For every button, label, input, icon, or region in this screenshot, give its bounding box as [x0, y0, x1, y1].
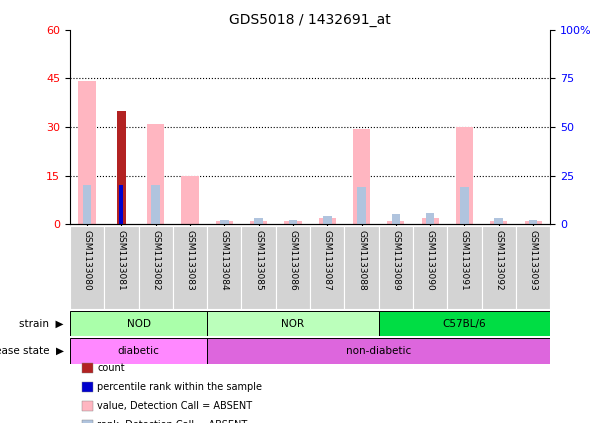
Text: non-diabetic: non-diabetic — [346, 346, 412, 356]
Bar — [254, 218, 263, 224]
Text: disease state  ▶: disease state ▶ — [0, 346, 64, 356]
Bar — [216, 221, 233, 224]
Bar — [151, 185, 160, 224]
Text: GSM1133081: GSM1133081 — [117, 231, 126, 291]
Bar — [494, 218, 503, 224]
Text: GSM1133083: GSM1133083 — [185, 231, 195, 291]
Bar — [207, 311, 379, 336]
Bar — [70, 338, 207, 364]
Bar — [119, 185, 123, 224]
Bar — [387, 221, 404, 224]
Text: NOD: NOD — [126, 319, 151, 329]
Bar — [139, 226, 173, 309]
Text: GSM1133093: GSM1133093 — [528, 231, 537, 291]
Text: GSM1133082: GSM1133082 — [151, 231, 160, 291]
Bar — [456, 127, 473, 224]
Text: C57BL/6: C57BL/6 — [443, 319, 486, 329]
Bar — [426, 212, 435, 224]
Bar — [529, 220, 537, 224]
Bar — [379, 311, 550, 336]
Bar — [482, 226, 516, 309]
Bar — [413, 226, 447, 309]
Bar — [117, 185, 126, 224]
Text: GSM1133092: GSM1133092 — [494, 231, 503, 291]
Bar — [490, 221, 507, 224]
Bar — [392, 214, 400, 224]
Bar — [78, 82, 95, 224]
Bar — [460, 187, 469, 224]
Text: GSM1133090: GSM1133090 — [426, 231, 435, 291]
Text: GSM1133086: GSM1133086 — [288, 231, 297, 291]
Text: rank, Detection Call = ABSENT: rank, Detection Call = ABSENT — [97, 420, 247, 423]
Bar — [117, 111, 126, 224]
Text: GSM1133085: GSM1133085 — [254, 231, 263, 291]
Text: GSM1133087: GSM1133087 — [323, 231, 332, 291]
Bar — [250, 221, 267, 224]
Bar — [285, 221, 302, 224]
Title: GDS5018 / 1432691_at: GDS5018 / 1432691_at — [229, 13, 391, 27]
Bar — [516, 226, 550, 309]
Bar — [83, 185, 91, 224]
Bar — [379, 226, 413, 309]
Bar — [353, 129, 370, 224]
Bar — [104, 226, 139, 309]
Bar — [319, 218, 336, 224]
Bar — [173, 226, 207, 309]
Bar — [147, 124, 164, 224]
Bar — [447, 226, 482, 309]
Bar — [207, 226, 241, 309]
Bar — [181, 176, 199, 224]
Bar — [323, 217, 331, 224]
Bar — [358, 187, 366, 224]
Bar — [525, 221, 542, 224]
Text: count: count — [97, 363, 125, 373]
Bar — [70, 311, 207, 336]
Bar — [310, 226, 344, 309]
Text: GSM1133084: GSM1133084 — [220, 231, 229, 291]
Text: GSM1133091: GSM1133091 — [460, 231, 469, 291]
Bar — [207, 338, 550, 364]
Bar — [344, 226, 379, 309]
Bar — [276, 226, 310, 309]
Text: NOR: NOR — [282, 319, 305, 329]
Text: GSM1133080: GSM1133080 — [83, 231, 92, 291]
Bar — [289, 220, 297, 224]
Text: diabetic: diabetic — [117, 346, 159, 356]
Bar — [70, 226, 104, 309]
Text: value, Detection Call = ABSENT: value, Detection Call = ABSENT — [97, 401, 252, 411]
Bar — [220, 220, 229, 224]
Text: percentile rank within the sample: percentile rank within the sample — [97, 382, 262, 392]
Bar — [421, 218, 439, 224]
Text: GSM1133089: GSM1133089 — [392, 231, 400, 291]
Bar — [241, 226, 276, 309]
Text: GSM1133088: GSM1133088 — [357, 231, 366, 291]
Text: strain  ▶: strain ▶ — [19, 319, 64, 329]
